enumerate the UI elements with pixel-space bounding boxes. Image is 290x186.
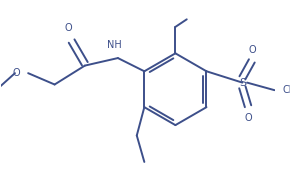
Text: O: O bbox=[64, 23, 72, 33]
Text: S: S bbox=[239, 78, 246, 88]
Text: O: O bbox=[248, 45, 255, 54]
Text: NH: NH bbox=[107, 40, 122, 49]
Text: O: O bbox=[244, 113, 252, 123]
Text: O: O bbox=[13, 68, 21, 78]
Text: Cl: Cl bbox=[283, 85, 290, 95]
